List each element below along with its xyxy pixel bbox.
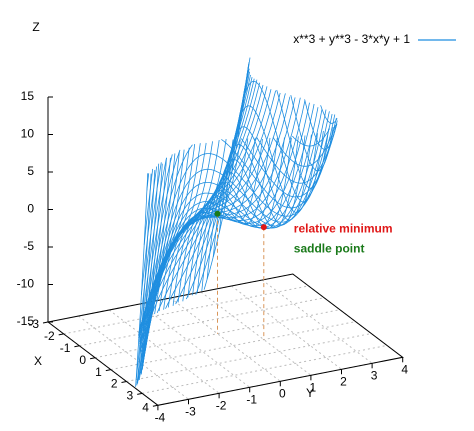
mesh-line — [138, 120, 338, 381]
point-label: relative minimum — [294, 221, 393, 235]
x-tick-label: -1 — [60, 341, 71, 355]
z-tick-label: 0 — [27, 202, 34, 216]
x-tick — [121, 381, 127, 383]
grid-line — [95, 309, 340, 359]
mesh-line — [320, 105, 338, 124]
z-tick-label: 10 — [21, 127, 35, 141]
y-tick-label: 3 — [371, 368, 378, 382]
point — [260, 224, 267, 231]
legend-label: x**3 + y**3 - 3*x*y + 1 — [293, 32, 410, 46]
mesh-line — [231, 81, 324, 203]
z-tick-label: 15 — [21, 89, 35, 103]
x-tick-label: 1 — [95, 365, 102, 379]
grid-line — [79, 297, 325, 347]
mesh-line — [143, 168, 154, 245]
y-tick-label: -1 — [246, 392, 257, 406]
mesh-line — [142, 102, 310, 359]
mesh-line — [172, 138, 249, 306]
x-tick-label: 3 — [127, 389, 134, 403]
mesh-line — [243, 63, 334, 172]
z-tick-label: 5 — [27, 164, 34, 178]
mesh-line — [141, 166, 158, 295]
x-tick-label: 4 — [142, 400, 149, 414]
mesh-line — [139, 93, 286, 347]
x-tick — [105, 369, 111, 372]
x-tick — [74, 345, 80, 348]
x-tick — [90, 357, 96, 360]
mesh-line — [141, 111, 330, 370]
y-tick-label: 1 — [310, 380, 317, 394]
y-tick-label: 0 — [279, 386, 286, 400]
x-tick — [137, 392, 143, 395]
y-tick-label: -4 — [155, 410, 166, 424]
mesh-line — [138, 128, 330, 341]
y-tick-label: -3 — [185, 404, 196, 418]
grid-line — [110, 321, 356, 371]
y-tick-label: 2 — [340, 374, 347, 388]
x-tick-label: 2 — [111, 377, 118, 391]
y-tick-label: 4 — [401, 362, 408, 376]
x-tick — [42, 321, 49, 324]
base-border — [46, 273, 404, 406]
mesh-line — [142, 109, 327, 369]
grid-line — [142, 344, 388, 394]
z-tick-label: -5 — [23, 239, 34, 253]
mesh-line — [142, 103, 315, 361]
grid-line — [63, 285, 309, 335]
y-tick-label: -2 — [216, 398, 227, 412]
x-tick-label: 0 — [79, 353, 86, 367]
mesh-line — [182, 138, 263, 302]
x-tick-label: -3 — [28, 317, 39, 331]
mesh-line — [146, 173, 150, 191]
x-tick — [152, 404, 158, 407]
y-axis-label: Y — [306, 386, 314, 400]
x-tick — [58, 333, 64, 336]
mesh-line — [212, 135, 306, 258]
point — [214, 210, 221, 217]
grid-line — [126, 333, 372, 382]
mesh-line — [206, 136, 299, 280]
x-tick-label: -2 — [44, 329, 55, 343]
mesh-line — [304, 99, 337, 150]
z-tick-label: -15 — [17, 314, 35, 328]
x-axis-label: X — [34, 354, 42, 368]
mesh-line — [201, 137, 292, 291]
point-label: saddle point — [294, 241, 365, 255]
z-tick-label: -10 — [17, 277, 35, 291]
z-axis-label: Z — [32, 20, 39, 34]
